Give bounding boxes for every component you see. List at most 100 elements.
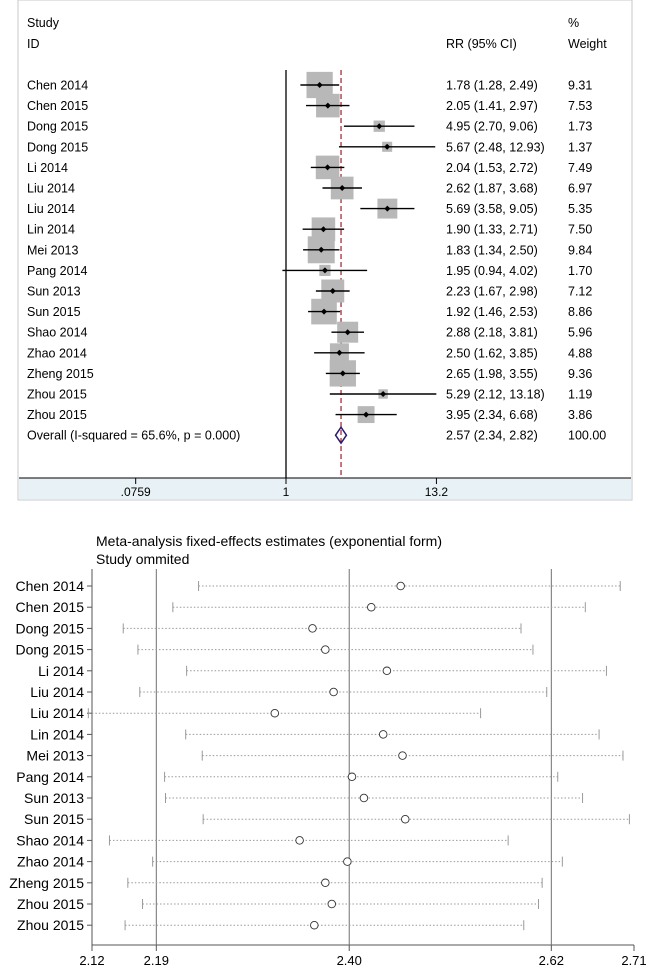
pooled-estimate-marker — [295, 836, 304, 845]
point-estimate — [380, 391, 387, 397]
pooled-estimate-marker — [308, 624, 317, 633]
omitted-study-label: Lin 2014 — [30, 726, 84, 742]
study-weight: 4.88 — [568, 346, 592, 360]
study-weight: 7.12 — [568, 285, 592, 299]
x-axis-tick-label: 2.40 — [337, 953, 362, 968]
pooled-estimate-marker — [396, 581, 405, 591]
point-estimate — [320, 226, 327, 233]
study-label: Zhou 2015 — [27, 408, 87, 422]
point-estimate — [339, 370, 346, 377]
point-estimate — [318, 246, 325, 253]
point-estimate — [321, 308, 328, 315]
study-label: Chen 2014 — [27, 79, 88, 93]
pooled-estimate-marker — [382, 666, 392, 676]
header-estimate: RR (95% CI) — [446, 37, 517, 51]
sensitivity-title: Meta-analysis fixed-effects estimates (e… — [96, 533, 442, 549]
study-label: Zhao 2014 — [27, 346, 87, 360]
study-estimate: 2.05 (1.41, 2.97) — [446, 99, 538, 113]
omitted-study-label: Chen 2014 — [15, 578, 84, 594]
study-weight: 9.31 — [568, 79, 592, 93]
pooled-estimate-marker — [343, 857, 352, 866]
omitted-study-label: Dong 2015 — [15, 642, 84, 658]
overall-estimate: 2.57 (2.34, 2.82) — [446, 429, 538, 443]
study-label: Chen 2015 — [27, 99, 88, 113]
study-label: Sun 2015 — [27, 305, 81, 319]
omitted-study-label: Sun 2015 — [24, 811, 84, 827]
study-estimate: 5.29 (2.12, 13.18) — [446, 388, 545, 402]
pooled-estimate-marker — [401, 814, 410, 824]
omitted-study-label: Liu 2014 — [30, 684, 84, 700]
overall-label: Overall (I-squared = 65.6%, p = 0.000) — [27, 429, 240, 443]
point-estimate — [384, 143, 391, 150]
study-estimate: 2.65 (1.98, 3.55) — [446, 367, 538, 381]
pooled-estimate-marker — [347, 772, 357, 782]
study-estimate: 1.95 (0.94, 4.02) — [446, 264, 538, 278]
point-estimate — [316, 82, 323, 88]
study-estimate: 5.69 (3.58, 9.05) — [446, 202, 538, 216]
study-label: Pang 2014 — [27, 264, 88, 278]
study-estimate: 1.83 (1.34, 2.50) — [446, 243, 538, 257]
study-weight: 5.96 — [568, 326, 592, 340]
overall-weight: 100.00 — [568, 429, 606, 443]
x-axis-tick-label: 2.12 — [79, 953, 104, 968]
omitted-study-label: Mei 2013 — [26, 748, 84, 764]
study-weight: 7.49 — [568, 161, 592, 175]
omitted-study-label: Chen 2015 — [15, 599, 84, 615]
x-axis-tick-label: .0759 — [121, 485, 151, 499]
forest-axis-band — [19, 478, 631, 499]
x-axis-tick-label: 2.71 — [621, 953, 646, 968]
omitted-study-label: Zhou 2015 — [17, 917, 84, 933]
point-estimate — [384, 205, 391, 212]
pooled-estimate-marker — [321, 645, 330, 654]
omitted-study-label: Liu 2014 — [30, 705, 84, 721]
header-id: ID — [27, 37, 40, 51]
point-estimate — [324, 164, 331, 171]
study-label: Lin 2014 — [27, 223, 75, 237]
point-estimate — [344, 329, 351, 336]
point-estimate — [363, 411, 370, 418]
study-label: Li 2014 — [27, 161, 68, 175]
study-label: Dong 2015 — [27, 140, 88, 154]
point-estimate — [376, 123, 383, 130]
study-label: Zheng 2015 — [27, 367, 94, 381]
study-estimate: 1.90 (1.33, 2.71) — [446, 223, 538, 237]
study-weight: 8.86 — [568, 305, 592, 319]
forest-plot: Study ID RR (95% CI) % Weight Chen 2014 1… — [17, 0, 633, 501]
x-axis-tick-label: 2.19 — [144, 953, 169, 968]
study-estimate: 1.78 (1.28, 2.49) — [446, 79, 538, 93]
study-estimate: 3.95 (2.34, 6.68) — [446, 408, 538, 422]
study-estimate: 2.88 (2.18, 3.81) — [446, 326, 538, 340]
study-weight: 3.86 — [568, 408, 592, 422]
study-label: Zhou 2015 — [27, 388, 87, 402]
study-weight: 1.37 — [568, 140, 592, 154]
sensitivity-plot: Meta-analysis fixed-effects estimates (e… — [9, 533, 646, 968]
omitted-study-label: Shao 2014 — [16, 832, 84, 848]
pooled-estimate-marker — [329, 687, 338, 697]
study-weight: 9.36 — [568, 367, 592, 381]
header-weight: Weight — [568, 37, 607, 51]
x-axis-tick-label: 1 — [283, 485, 290, 499]
study-weight: 1.19 — [568, 388, 592, 402]
omitted-study-label: Zhou 2015 — [17, 896, 84, 912]
study-weight: 1.73 — [568, 120, 592, 134]
study-weight: 7.53 — [568, 99, 592, 113]
point-estimate — [329, 288, 336, 294]
omitted-study-label: Sun 2013 — [24, 790, 84, 806]
study-estimate: 2.50 (1.62, 3.85) — [446, 346, 538, 360]
study-label: Dong 2015 — [27, 120, 88, 134]
omitted-study-label: Dong 2015 — [15, 620, 84, 636]
study-label: Liu 2014 — [27, 182, 75, 196]
study-estimate: 1.92 (1.46, 2.53) — [446, 305, 538, 319]
study-weight: 6.97 — [568, 182, 592, 196]
omitted-study-label: Zheng 2015 — [9, 875, 84, 891]
sensitivity-subtitle: Study ommited — [96, 551, 189, 567]
x-axis-tick-label: 13.2 — [425, 485, 449, 499]
header-percent: % — [568, 16, 579, 30]
study-label: Mei 2013 — [27, 243, 78, 257]
omitted-study-label: Pang 2014 — [16, 769, 84, 785]
study-estimate: 5.67 (2.48, 12.93) — [446, 140, 545, 154]
study-label: Liu 2014 — [27, 202, 75, 216]
study-label: Sun 2013 — [27, 285, 81, 299]
pooled-estimate-marker — [378, 730, 388, 739]
pooled-estimate-marker — [367, 602, 376, 612]
